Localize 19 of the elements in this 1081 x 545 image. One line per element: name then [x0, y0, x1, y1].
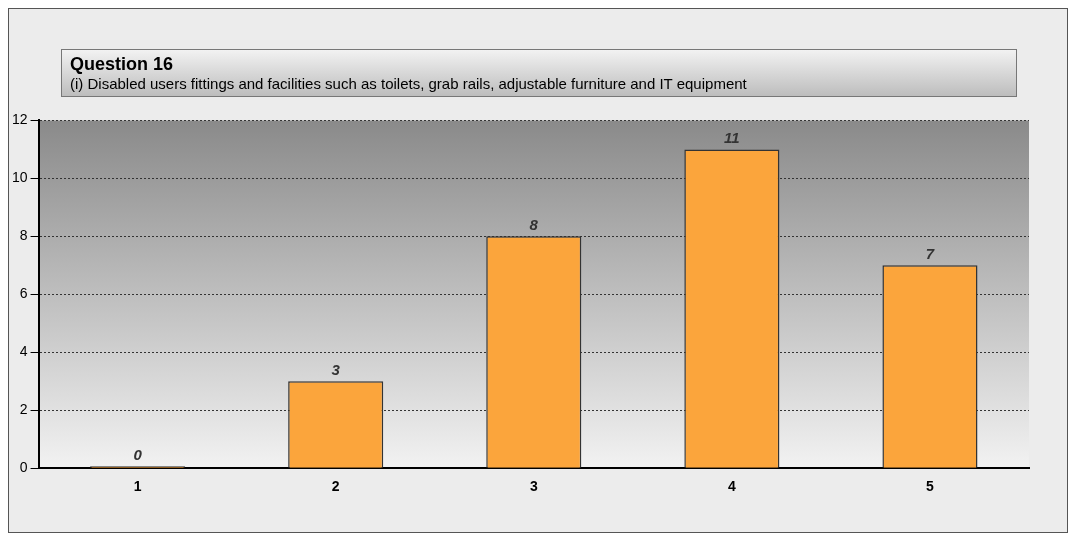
y-tick-label: 0 [19, 459, 28, 476]
y-tick-label: 2 [19, 401, 28, 418]
chart-title: Question 16 [70, 54, 175, 75]
x-tick-label: 4 [727, 478, 736, 495]
y-tick-label: 10 [11, 169, 28, 186]
x-tick-label: 1 [133, 478, 142, 495]
data-label: 11 [724, 129, 740, 147]
x-tick-label: 5 [926, 478, 935, 495]
y-tick-label: 12 [11, 111, 28, 128]
x-tick-label: 3 [529, 478, 538, 495]
data-label: 7 [925, 244, 935, 262]
x-tick-label: 2 [331, 478, 340, 495]
y-tick-label: 6 [19, 285, 28, 302]
data-label: 0 [133, 445, 143, 463]
y-tick-label: 4 [19, 343, 28, 360]
data-label: 3 [331, 360, 341, 378]
chart-subtitle: (i) Disabled users fittings and facilities such as toilets, grab rails, adjustable furniture and IT equipment [70, 75, 748, 92]
y-tick-label: 8 [19, 227, 28, 244]
data-label: 8 [529, 215, 539, 233]
